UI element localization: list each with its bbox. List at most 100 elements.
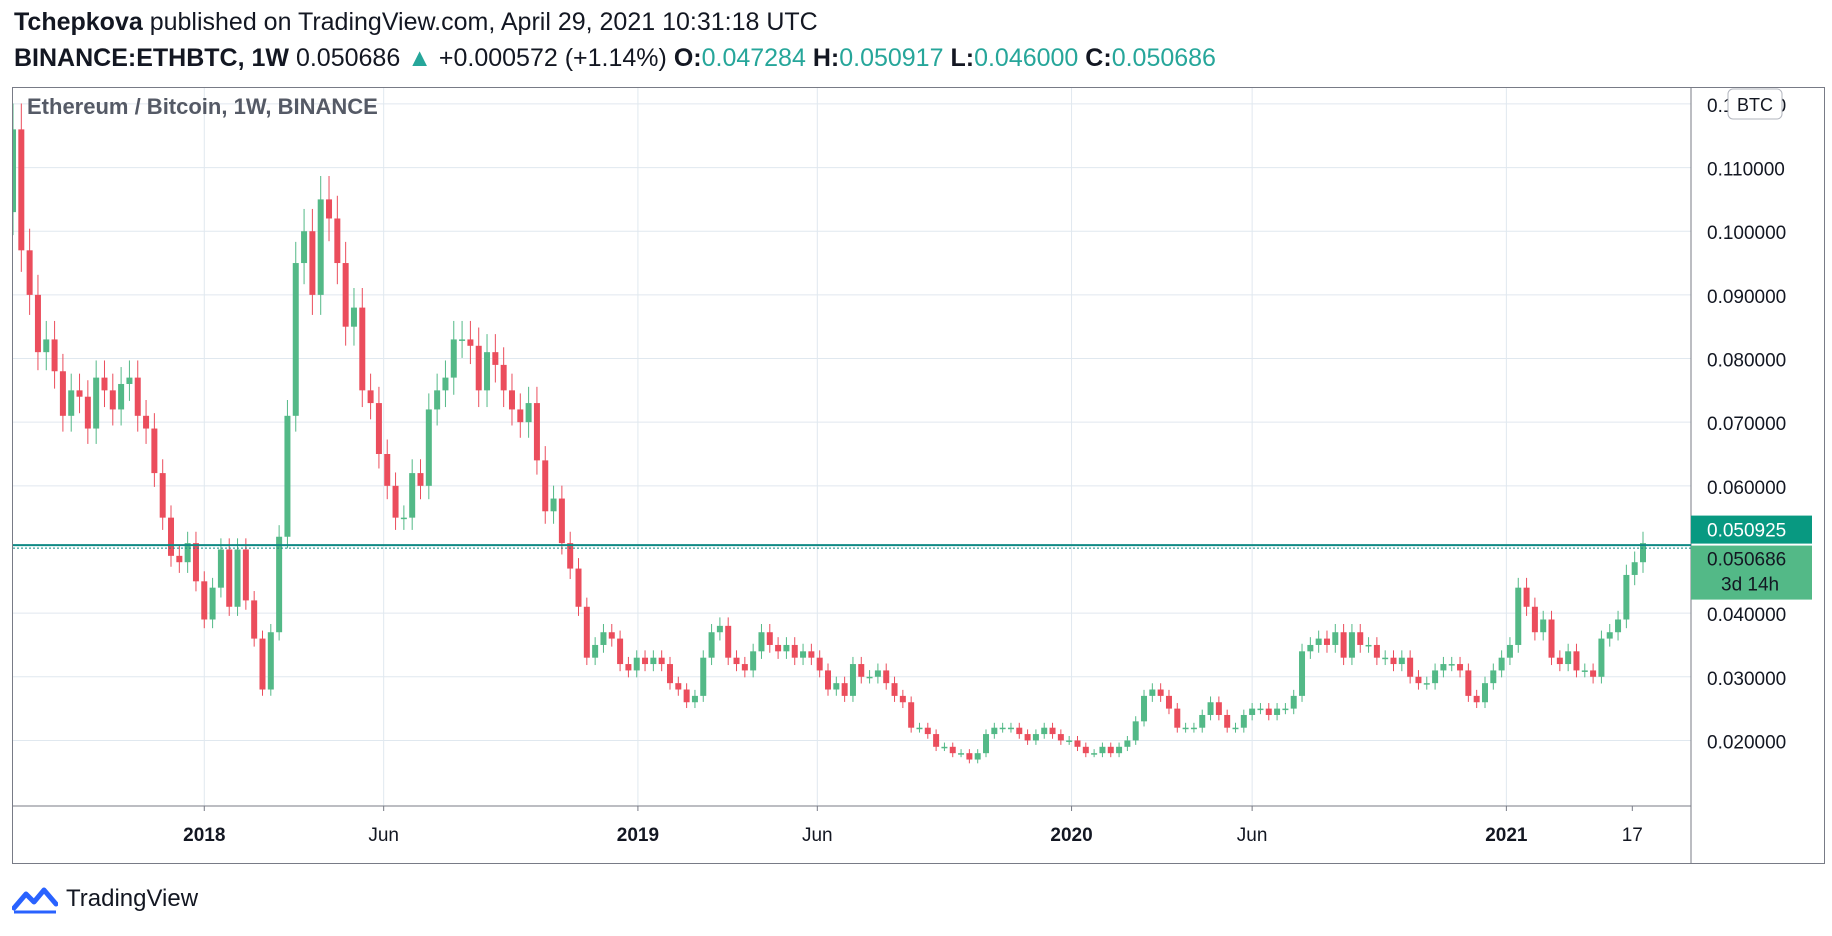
candle-body [866,676,873,679]
candle-body [1515,587,1522,645]
candle-body [525,403,532,423]
chart-frame[interactable]: 0.1200000.1100000.1000000.0900000.080000… [12,87,1825,864]
candle-body [234,549,241,607]
candle-body [592,644,599,658]
candle-body [1016,727,1023,735]
candle-body [625,664,632,671]
candle-body [650,657,657,665]
candle-body [617,638,624,665]
candle-body [1606,632,1613,639]
candle-body [309,231,316,295]
candle-body [1473,695,1480,703]
candle-body [825,670,831,690]
candle-body [159,473,166,518]
currency-badge [1727,88,1783,120]
candle-body [217,549,224,588]
candle-body [1640,543,1646,563]
candle-body [708,632,715,658]
candle-body [1282,708,1289,711]
candle-body [326,199,333,219]
candle-body [508,390,515,410]
candle-body [575,568,582,607]
candle-body [442,377,449,391]
candle-body [1274,708,1281,715]
candle-body [642,657,649,665]
candle-body [251,600,258,639]
candle-body [924,727,931,735]
symbol-label: BINANCE:ETHBTC, 1W [14,44,289,72]
candle-body [1623,574,1630,620]
candle-body [949,746,956,754]
candle-body [533,403,540,461]
candle-body [1590,670,1597,677]
candle-body [209,587,216,620]
candle-body [467,339,474,346]
candle-body [1481,683,1488,703]
candle-body [350,307,357,327]
x-tick-label: 2018 [183,825,225,846]
open-label: O: [673,44,702,72]
candle-body [1565,651,1572,665]
candle-body [450,339,457,378]
candle-body [26,250,33,295]
candle-body [126,377,133,384]
last-price: 0.050686 [295,44,401,72]
candle-body [242,549,249,601]
candle-body [1224,714,1231,728]
candle-body [425,409,432,486]
candle-body [1074,740,1081,747]
candle-body [375,403,382,455]
candle-body [68,390,75,416]
y-tick-label: 0.100000 [1707,223,1786,244]
candle-body [1099,746,1106,754]
candle-body [109,390,116,410]
low-label: L: [950,44,975,72]
candle-body [409,473,416,518]
candle-body [400,517,407,520]
candle-body [1323,638,1330,645]
candle-body [841,683,848,696]
candle-body [417,473,424,486]
y-tick-label: 0.030000 [1707,669,1786,690]
candle-body [1407,657,1414,677]
candle-body [1390,657,1397,665]
candle-body [1373,644,1380,658]
candle-body [891,683,898,696]
candle-body [1615,619,1622,633]
candle-body [201,581,208,620]
candle-body [1398,657,1405,665]
candle-body [176,555,183,563]
candle-body [517,409,524,423]
candle-body [267,632,274,690]
candle-body [691,695,698,703]
candle-body [359,307,366,391]
candle-body [1257,708,1264,711]
price-change: +0.000572 (+1.14%) [438,44,667,72]
candle-body [1049,727,1056,735]
candle-body [1174,708,1181,728]
y-tick-label: 0.020000 [1707,732,1786,753]
candle-body [1024,734,1031,741]
candle-body [301,231,308,264]
tradingview-logo[interactable]: TradingView [12,884,198,914]
candle-body [1631,562,1638,575]
candle-body [858,664,865,677]
candle-body [484,352,491,391]
candle-body [276,536,283,633]
chart-title: Ethereum / Bitcoin, 1W, BINANCE [27,94,378,119]
candle-body [317,199,324,295]
candlestick-chart[interactable]: 0.1200000.1100000.1000000.0900000.080000… [13,88,1824,863]
candle-body [93,377,100,429]
currency-badge-label: BTC [1737,95,1773,115]
candle-body [775,644,782,652]
x-tick-label: Jun [802,825,833,846]
author-name[interactable]: Tchepkova [14,8,143,36]
candle-body [1531,606,1538,633]
tradingview-logo-icon [12,887,58,914]
candle-body [34,294,41,353]
candle-body [392,485,399,518]
candle-body [1581,670,1588,672]
publish-info: Tchepkova published on TradingView.com, … [14,8,818,37]
candle-body [983,734,990,754]
candle-body [1082,746,1089,754]
